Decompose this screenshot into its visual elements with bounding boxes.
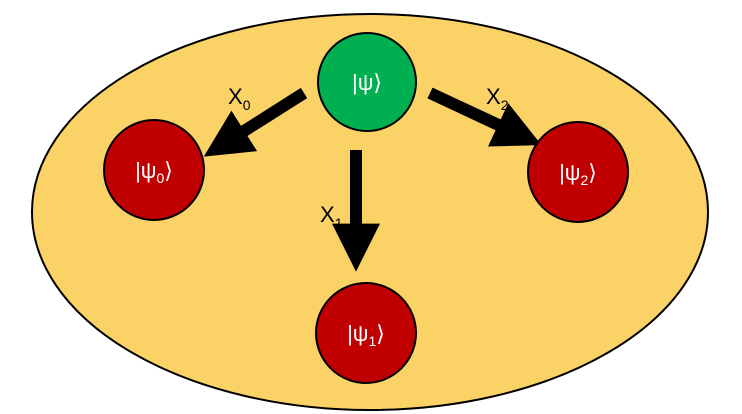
edge-label-x0-sub: 0	[243, 97, 251, 113]
edge-label-x1: X1	[320, 202, 343, 231]
node-psi2-label-end: ⟩	[588, 160, 597, 185]
node-psi2-label-sub: 2	[581, 172, 589, 188]
arrow-to-psi0	[203, 87, 308, 157]
edge-label-x0-main: X	[228, 84, 243, 109]
edge-label-x2: X2	[486, 84, 509, 113]
edge-label-x1-main: X	[320, 202, 335, 227]
edge-label-x2-main: X	[486, 84, 501, 109]
node-psi0-circle	[103, 119, 205, 221]
edge-label-x1-sub: 1	[335, 215, 343, 231]
node-psi1-label: |ψ1⟩	[347, 321, 385, 349]
node-psi1-label-sub: 1	[369, 333, 377, 349]
node-psi2: |ψ2⟩	[527, 121, 629, 223]
node-psi2-label: |ψ2⟩	[559, 160, 597, 188]
node-psi-circle	[317, 32, 417, 132]
node-psi0-label-sub: 0	[157, 170, 165, 186]
arrow-to-psi2	[427, 87, 542, 147]
node-psi-label: |ψ⟩	[352, 70, 382, 95]
node-psi1: |ψ1⟩	[315, 282, 417, 384]
node-psi0-label-end: ⟩	[164, 158, 173, 183]
node-psi1-label-main: |ψ	[347, 321, 368, 346]
node-psi0-label-main: |ψ	[135, 158, 156, 183]
node-psi2-circle	[527, 121, 629, 223]
edge-label-x2-sub: 2	[501, 97, 509, 113]
node-psi0: |ψ0⟩	[103, 119, 205, 221]
node-psi1-circle	[315, 282, 417, 384]
node-psi1-label-end: ⟩	[376, 321, 385, 346]
node-psi2-label-main: |ψ	[559, 160, 580, 185]
node-psi: |ψ⟩	[317, 32, 417, 132]
edge-label-x0: X0	[228, 84, 251, 113]
node-psi0-label: |ψ0⟩	[135, 158, 173, 186]
